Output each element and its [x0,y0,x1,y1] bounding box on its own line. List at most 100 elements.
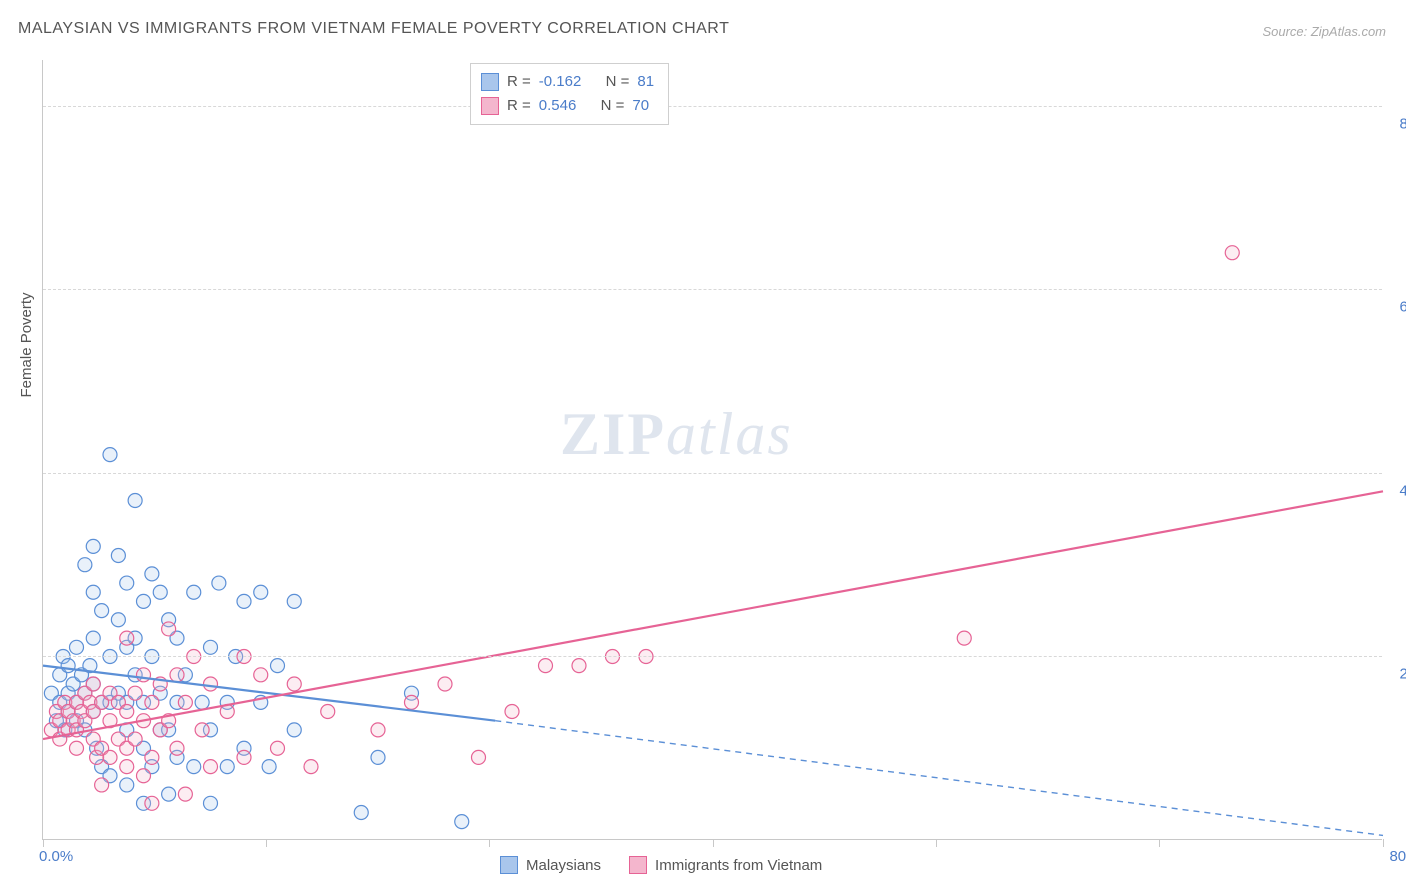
scatter-point [539,659,553,673]
scatter-point [321,705,335,719]
trend-line-solid [43,491,1383,739]
scatter-point [86,539,100,553]
scatter-point [455,815,469,829]
scatter-point [70,640,84,654]
scatter-point [78,558,92,572]
scatter-point [405,695,419,709]
scatter-point [178,787,192,801]
scatter-point [137,668,151,682]
scatter-point [212,576,226,590]
scatter-point [120,760,134,774]
scatter-point [162,622,176,636]
n-label: N = [606,70,630,94]
n-value-vietnam: 70 [632,94,649,118]
x-tick [43,839,44,847]
scatter-point [70,741,84,755]
gridline [43,656,1382,657]
scatter-point [187,760,201,774]
r-label: R = [507,94,531,118]
r-label: R = [507,70,531,94]
stats-row-malaysians: R = -0.162 N = 81 [481,70,654,94]
scatter-point [287,594,301,608]
legend-item-vietnam: Immigrants from Vietnam [629,856,822,874]
scatter-point [237,594,251,608]
scatter-point [271,659,285,673]
scatter-point [128,493,142,507]
scatter-point [254,668,268,682]
gridline [43,289,1382,290]
scatter-point [162,787,176,801]
scatter-point [111,549,125,563]
scatter-point [287,677,301,691]
scatter-point [120,778,134,792]
scatter-point [254,585,268,599]
scatter-point [86,585,100,599]
scatter-point [128,686,142,700]
legend-item-malaysians: Malaysians [500,856,601,874]
scatter-point [120,576,134,590]
scatter-point [371,723,385,737]
scatter-point [957,631,971,645]
swatch-vietnam [481,97,499,115]
source-label: Source: ZipAtlas.com [1262,24,1386,39]
scatter-point [153,585,167,599]
x-tick [1159,839,1160,847]
y-tick-label: 20.0% [1399,666,1406,683]
scatter-point [86,677,100,691]
scatter-point [128,732,142,746]
scatter-point [572,659,586,673]
scatter-point [195,723,209,737]
scatter-point [438,677,452,691]
scatter-point [354,805,368,819]
swatch-malaysians [481,73,499,91]
scatter-point [103,448,117,462]
scatter-point [472,750,486,764]
y-tick-label: 60.0% [1399,299,1406,316]
y-tick-label: 80.0% [1399,115,1406,132]
scatter-point [103,750,117,764]
scatter-point [120,631,134,645]
scatter-point [237,750,251,764]
x-tick [1383,839,1384,847]
n-value-malaysians: 81 [637,70,654,94]
scatter-point [95,604,109,618]
x-tick-label-right: 80.0% [1389,848,1406,865]
stats-legend: R = -0.162 N = 81 R = 0.546 N = 70 [470,63,669,125]
bottom-legend: Malaysians Immigrants from Vietnam [500,856,822,874]
x-tick [489,839,490,847]
y-tick-label: 40.0% [1399,482,1406,499]
scatter-point [145,567,159,581]
scatter-point [187,585,201,599]
scatter-point [145,796,159,810]
x-tick [713,839,714,847]
scatter-point [271,741,285,755]
scatter-point [304,760,318,774]
scatter-point [204,796,218,810]
scatter-point [145,695,159,709]
legend-label-vietnam: Immigrants from Vietnam [655,857,822,874]
scatter-point [137,594,151,608]
scatter-point [178,695,192,709]
gridline [43,106,1382,107]
y-axis-label: Female Poverty [18,292,35,397]
scatter-point [505,705,519,719]
scatter-point [1225,246,1239,260]
scatter-point [204,677,218,691]
scatter-point [95,778,109,792]
n-label: N = [601,94,625,118]
scatter-point [170,741,184,755]
r-value-malaysians: -0.162 [539,70,582,94]
scatter-point [86,631,100,645]
scatter-point [61,659,75,673]
scatter-point [204,760,218,774]
swatch-vietnam-bottom [629,856,647,874]
scatter-point [262,760,276,774]
scatter-point [195,695,209,709]
legend-label-malaysians: Malaysians [526,857,601,874]
r-value-vietnam: 0.546 [539,94,577,118]
x-tick [266,839,267,847]
scatter-point [220,760,234,774]
gridline [43,473,1382,474]
x-tick-label-left: 0.0% [39,848,73,865]
x-tick [936,839,937,847]
